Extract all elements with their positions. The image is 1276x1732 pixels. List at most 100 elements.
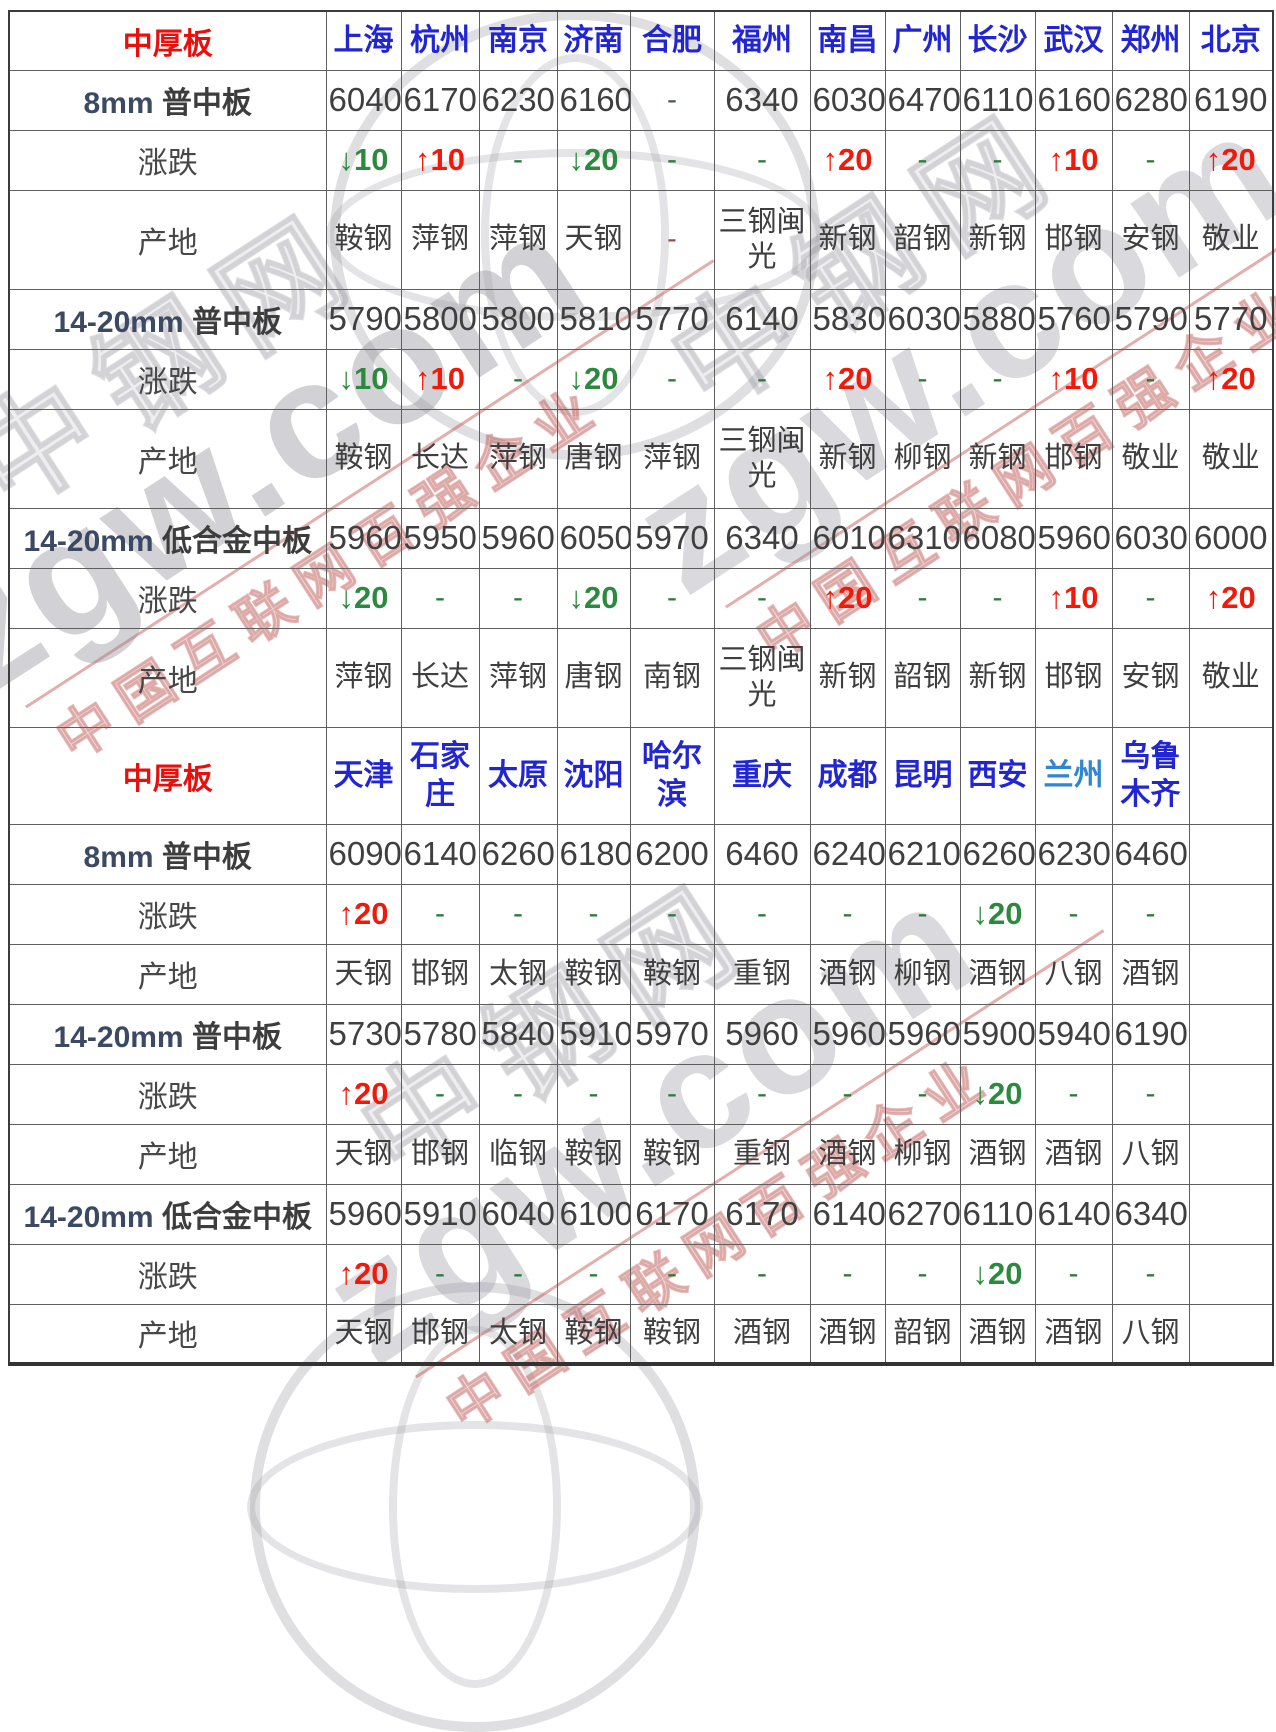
price-cell: 6460 — [713, 823, 811, 885]
change-cell — [1188, 1243, 1274, 1305]
section-title: 中厚板 — [8, 10, 327, 71]
city-header: 南京 — [478, 10, 558, 71]
origin-cell: 新钢 — [959, 189, 1036, 290]
product-label: 14-20mm 低合金中板 — [8, 1183, 327, 1245]
price-cell: 5790 — [325, 288, 402, 350]
price-cell: 6280 — [1111, 69, 1190, 131]
price-cell: 6230 — [478, 69, 558, 131]
price-cell: 6170 — [713, 1183, 811, 1245]
origin-cell: 鞍钢 — [629, 1303, 715, 1365]
origin-cell: 三钢闽光 — [713, 408, 811, 509]
change-cell: ↑20 — [325, 1243, 402, 1305]
change-cell: - — [629, 883, 715, 945]
row-label-change: 涨跌 — [8, 883, 327, 945]
product-spec: 14-20mm — [53, 306, 184, 339]
price-cell: 5960 — [325, 507, 402, 569]
table-row: 涨跌 ↑20- - - - - - - ↓20- - — [8, 1243, 1274, 1305]
product-label: 8mm 普中板 — [8, 69, 327, 131]
price-cell: 6170 — [629, 1183, 715, 1245]
price-cell: 5780 — [400, 1003, 480, 1065]
origin-cell: 萍钢 — [478, 189, 558, 290]
row-label-origin: 产地 — [8, 1123, 327, 1185]
change-cell: - — [1111, 1063, 1190, 1125]
price-cell: 5800 — [400, 288, 480, 350]
price-cell: 5830 — [809, 288, 886, 350]
price-cell: 6190 — [1188, 69, 1274, 131]
price-cell: 6030 — [809, 69, 886, 131]
change-cell: - — [884, 883, 961, 945]
price-cell: 5960 — [884, 1003, 961, 1065]
origin-cell: 天钢 — [325, 1303, 402, 1365]
change-cell: - — [884, 129, 961, 191]
change-cell: - — [713, 1063, 811, 1125]
price-cell: 6140 — [809, 1183, 886, 1245]
price-cell: 5840 — [478, 1003, 558, 1065]
origin-cell: 酒钢 — [1034, 1123, 1113, 1185]
city-header: 济南 — [556, 10, 631, 71]
origin-cell: 三钢闽光 — [713, 189, 811, 290]
city-header: 天津 — [325, 726, 402, 825]
origin-cell: 天钢 — [325, 943, 402, 1005]
change-cell: - — [884, 348, 961, 410]
change-cell: - — [400, 883, 480, 945]
change-cell: - — [713, 1243, 811, 1305]
origin-cell: 长达 — [400, 408, 480, 509]
price-cell: 6160 — [556, 69, 631, 131]
price-cell: 6030 — [884, 288, 961, 350]
table-row: 中厚板 上海 杭州 南京 济南 合肥 福州 南昌 广州 长沙 武汉 郑州 北京 — [8, 10, 1274, 71]
origin-cell: 重钢 — [713, 1123, 811, 1185]
row-label-origin: 产地 — [8, 1303, 327, 1365]
change-cell: - — [809, 1243, 886, 1305]
change-cell: - — [1034, 1063, 1113, 1125]
origin-cell: 萍钢 — [400, 189, 480, 290]
product-label: 8mm 普中板 — [8, 823, 327, 885]
city-header: 西安 — [959, 726, 1036, 825]
change-cell: ↑20 — [325, 1063, 402, 1125]
table-row: 8mm 普中板 6040 6170 6230 6160-6340 6030 6470 6110… — [8, 69, 1274, 131]
origin-cell: 鞍钢 — [556, 1123, 631, 1185]
price-cell: 6460 — [1111, 823, 1190, 885]
origin-cell: 酒钢 — [809, 1123, 886, 1185]
origin-cell: 鞍钢 — [556, 943, 631, 1005]
change-cell: ↓20 — [556, 129, 631, 191]
change-cell: - — [713, 567, 811, 629]
change-cell: ↑20 — [325, 883, 402, 945]
change-cell: - — [713, 348, 811, 410]
origin-cell: 韶钢 — [884, 1303, 961, 1365]
city-header: 郑州 — [1111, 10, 1190, 71]
price-cell: 5810 — [556, 288, 631, 350]
origin-cell: 新钢 — [809, 408, 886, 509]
price-cell: 6010 — [809, 507, 886, 569]
city-header: 合肥 — [629, 10, 715, 71]
origin-cell: 柳钢 — [884, 1123, 961, 1185]
section-title: 中厚板 — [8, 726, 327, 825]
city-header: 北京 — [1188, 10, 1274, 71]
price-cell: 5800 — [478, 288, 558, 350]
origin-cell — [1188, 1123, 1274, 1185]
change-cell: ↑10 — [400, 348, 480, 410]
city-header: 太原 — [478, 726, 558, 825]
price-cell: 6180 — [556, 823, 631, 885]
table-row: 涨跌 ↓10 ↑10- ↓20- - ↑20- - ↑10- ↑20 — [8, 348, 1274, 410]
change-cell: ↑20 — [1188, 129, 1274, 191]
price-cell: 6080 — [959, 507, 1036, 569]
price-cell: 5910 — [556, 1003, 631, 1065]
change-cell: - — [884, 1063, 961, 1125]
city-header: 南昌 — [809, 10, 886, 71]
price-cell: 6270 — [884, 1183, 961, 1245]
table-row: 产地 鞍钢 萍钢 萍钢 天钢 - 三钢闽光 新钢 韶钢 新钢 邯钢 安钢 敬业 — [8, 189, 1274, 290]
origin-cell: 新钢 — [809, 627, 886, 728]
table-row: 产地 天钢 邯钢 太钢 鞍钢 鞍钢 重钢 酒钢 柳钢 酒钢 八钢 酒钢 — [8, 943, 1274, 1005]
origin-cell: 太钢 — [478, 943, 558, 1005]
price-cell — [1188, 1183, 1274, 1245]
origin-cell: 三钢闽光 — [713, 627, 811, 728]
change-cell: - — [556, 1063, 631, 1125]
origin-cell: 八钢 — [1034, 943, 1113, 1005]
change-cell: - — [629, 567, 715, 629]
price-cell: 6310 — [884, 507, 961, 569]
price-cell: 6140 — [1034, 1183, 1113, 1245]
price-cell: 5730 — [325, 1003, 402, 1065]
city-header: 乌鲁木齐 — [1111, 726, 1190, 825]
origin-cell: 安钢 — [1111, 627, 1190, 728]
origin-cell: 柳钢 — [884, 943, 961, 1005]
